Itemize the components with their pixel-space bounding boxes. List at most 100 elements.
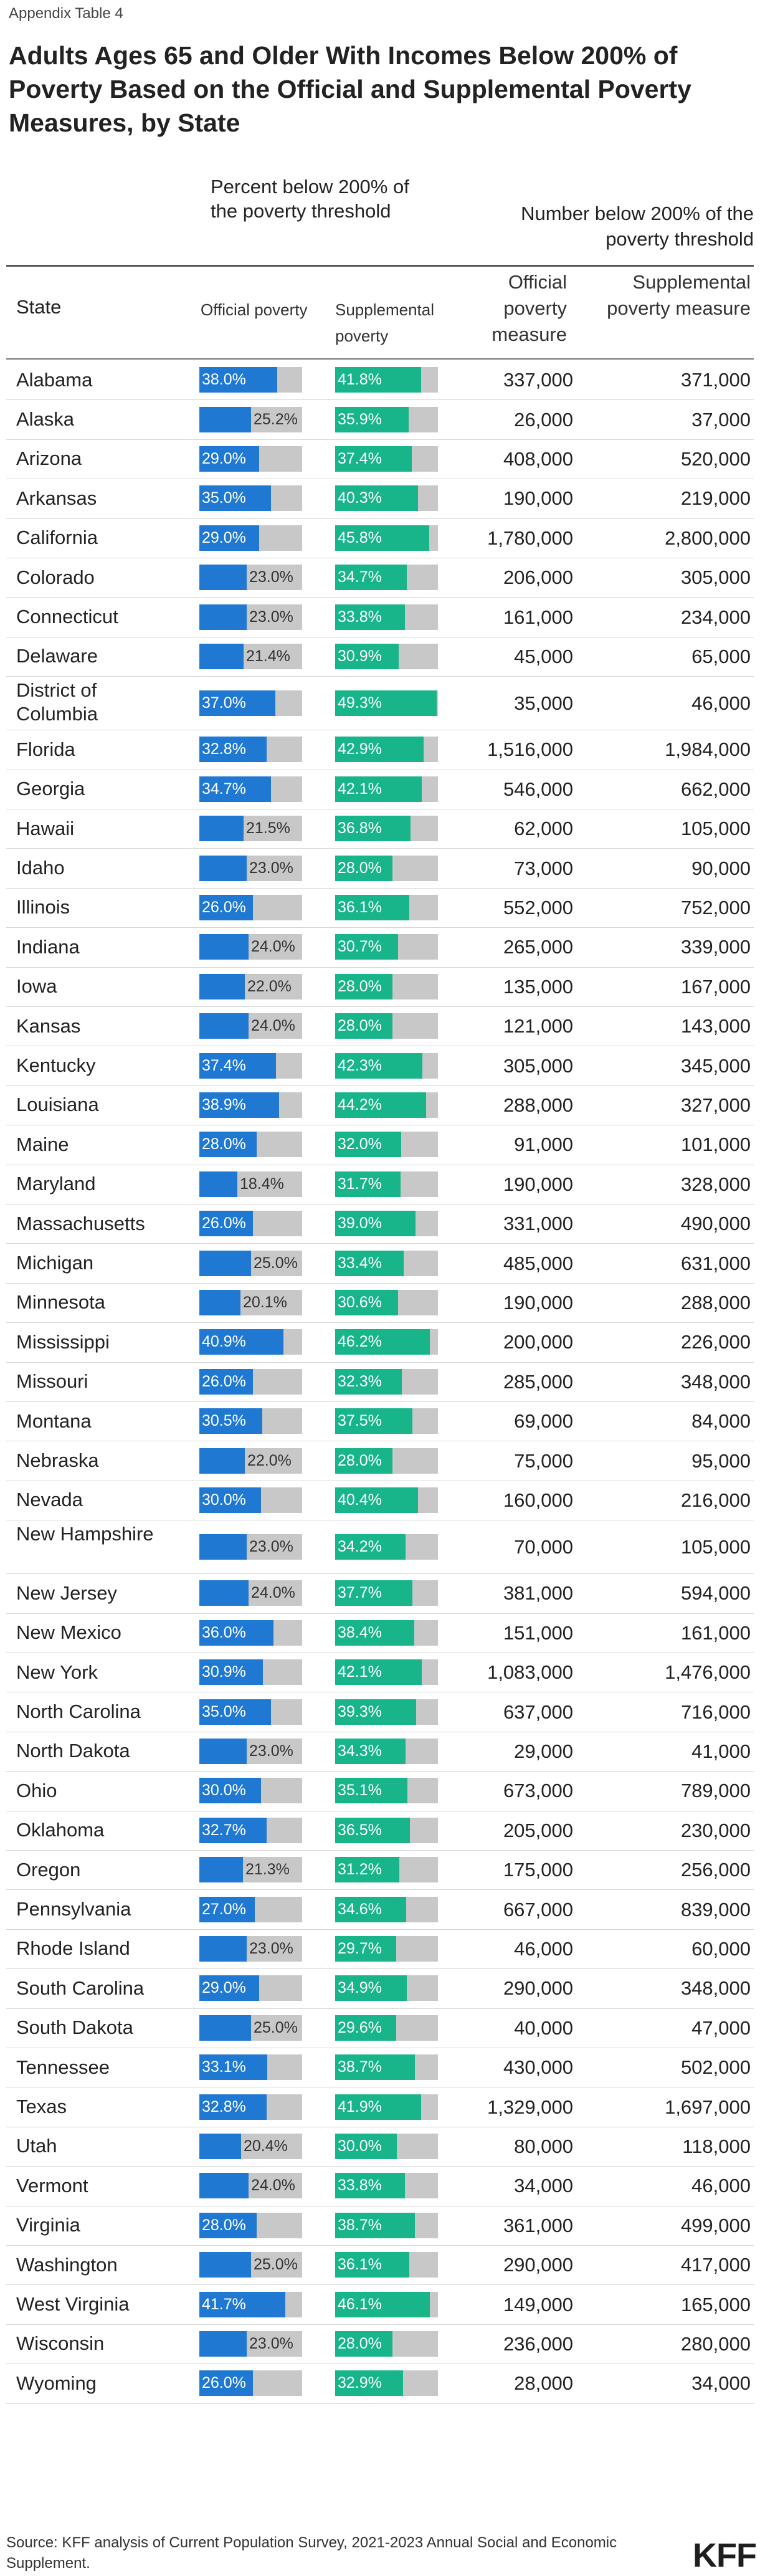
official-bar (199, 2015, 251, 2041)
official-bar (199, 855, 247, 881)
official-number: 673,000 (503, 1780, 573, 1802)
supplemental-bar (335, 690, 437, 716)
official-pct-label: 25.0% (254, 2256, 298, 2274)
table-row: West Virginia 41.7% 46.1% 149,000 165,000 (6, 2284, 754, 2325)
state-name: Hawaii (16, 817, 75, 839)
supplemental-bar-track: 36.1% (335, 894, 438, 920)
official-number: 149,000 (503, 2293, 573, 2316)
state-name: Nebraska (16, 1449, 99, 1472)
supplemental-number: 230,000 (680, 1819, 751, 1841)
official-bar-track: 41.7% (199, 2291, 302, 2317)
official-bar-track: 29.0% (199, 1975, 302, 2001)
supplemental-number: 226,000 (680, 1331, 751, 1353)
table-row: South Dakota 25.0% 29.6% 40,000 47,000 (6, 2008, 754, 2048)
supplemental-bar (335, 1329, 430, 1355)
supplemental-number: 594,000 (680, 1582, 751, 1605)
official-bar (199, 1329, 283, 1355)
state-name: West Virginia (16, 2293, 130, 2316)
state-name: Wisconsin (16, 2332, 105, 2355)
official-pct-label: 21.4% (246, 647, 290, 665)
official-bar (199, 1171, 237, 1197)
official-number: 46,000 (514, 1937, 573, 1960)
table-row: New Jersey 24.0% 37.7% 381,000 594,000 (6, 1573, 754, 1614)
table-row: Mississippi 40.9% 46.2% 200,000 226,000 (6, 1322, 754, 1363)
supplemental-bar-track: 32.0% (335, 1132, 438, 1158)
column-header-divider (6, 358, 754, 360)
official-bar-track: 35.0% (199, 1699, 302, 1725)
official-pct-label: 26.0% (202, 2374, 246, 2392)
table-row: Michigan 25.0% 33.4% 485,000 631,000 (6, 1243, 754, 1284)
official-bar-track: 30.0% (199, 1487, 302, 1513)
official-pct-label: 23.0% (249, 568, 293, 586)
official-bar-track: 23.0% (199, 1935, 302, 1962)
official-bar (199, 2252, 251, 2278)
official-bar-track: 32.8% (199, 737, 302, 763)
number-group-header: Number below 200% of the poverty thresho… (521, 203, 754, 250)
supplemental-number: 2,800,000 (665, 527, 751, 549)
official-pct-label: 24.0% (251, 938, 295, 956)
official-number: 205,000 (503, 1819, 573, 1841)
supplemental-bar-track: 45.8% (335, 525, 438, 551)
official-pct-label: 20.1% (243, 1293, 287, 1311)
official-poverty-column-header: Official poverty (201, 300, 308, 319)
supplemental-pct-label: 38.4% (338, 1623, 382, 1641)
supplemental-pct-label: 36.1% (338, 898, 382, 916)
table-row: New Mexico 36.0% 38.4% 151,000 161,000 (6, 1613, 754, 1653)
official-bar-track: 25.2% (199, 406, 302, 432)
official-pct-label: 38.0% (202, 371, 246, 389)
supplemental-pct-label: 37.7% (338, 1584, 382, 1602)
table-row: Vermont 24.0% 33.8% 34,000 46,000 (6, 2166, 754, 2206)
official-pct-label: 38.9% (202, 1095, 246, 1114)
official-pct-label: 28.0% (202, 1135, 246, 1153)
state-name: New Hampshire (16, 1523, 154, 1545)
supplemental-pct-label: 28.0% (338, 1017, 382, 1035)
supplemental-number: 118,000 (682, 2135, 751, 2157)
official-bar-track: 25.0% (199, 2252, 302, 2278)
official-pct-label: 35.0% (202, 489, 246, 507)
supplemental-bar (335, 776, 422, 802)
state-column-header: State (16, 296, 62, 318)
official-number: 35,000 (514, 692, 573, 714)
official-bar-track: 29.0% (199, 446, 302, 472)
table-row: Rhode Island 23.0% 29.7% 46,000 60,000 (6, 1929, 754, 1970)
supplemental-bar (335, 485, 418, 512)
official-number: 667,000 (503, 1898, 573, 1920)
supplemental-number: 502,000 (680, 2056, 751, 2079)
official-bar-track: 28.0% (199, 1132, 302, 1158)
official-number: 62,000 (514, 818, 573, 840)
supplemental-pct-label: 34.3% (338, 1742, 382, 1760)
supplemental-bar (335, 643, 399, 669)
table-row: Louisiana 38.9% 44.2% 288,000 327,000 (6, 1085, 754, 1126)
official-number: 1,780,000 (487, 527, 573, 549)
official-pct-label: 28.0% (202, 2216, 246, 2234)
table-row: Utah 20.4% 30.0% 80,000 118,000 (6, 2127, 754, 2167)
official-number: 485,000 (503, 1252, 573, 1274)
official-number: 190,000 (503, 487, 573, 510)
state-name: North Carolina (16, 1701, 141, 1723)
official-bar-track: 26.0% (199, 1211, 302, 1237)
table-row: District of Columbia 37.0% 49.3% 35,000 46,0… (6, 676, 754, 731)
official-bar-track: 37.4% (199, 1052, 302, 1079)
official-pct-label: 23.0% (249, 859, 293, 877)
supplemental-bar-track: 28.0% (335, 1448, 438, 1474)
official-bar (199, 367, 277, 393)
source-note: Source: KFF analysis of Current Populati… (6, 2534, 617, 2572)
supplemental-bar (335, 973, 392, 999)
supplemental-pct-label: 33.4% (338, 1254, 382, 1272)
supplemental-pct-label: 42.1% (338, 780, 382, 798)
supplemental-bar (335, 1132, 401, 1158)
official-pct-label: 37.0% (202, 694, 246, 712)
supplemental-bar (335, 2212, 415, 2238)
supplemental-bar-track: 44.2% (335, 1092, 438, 1118)
official-bar-track: 25.0% (199, 1250, 302, 1276)
supplemental-pct-label: 46.1% (338, 2295, 382, 2313)
supplemental-bar (335, 525, 429, 551)
supplemental-bar-track: 41.8% (335, 367, 438, 393)
table-row: Delaware 21.4% 30.9% 45,000 65,000 (6, 637, 754, 677)
supplemental-bar (335, 2291, 430, 2317)
official-number: 70,000 (514, 1535, 573, 1558)
official-number: 408,000 (503, 447, 573, 470)
table-row: Nevada 30.0% 40.4% 160,000 216,000 (6, 1481, 754, 1521)
official-bar (199, 565, 247, 591)
supplemental-number: 280,000 (680, 2332, 751, 2355)
